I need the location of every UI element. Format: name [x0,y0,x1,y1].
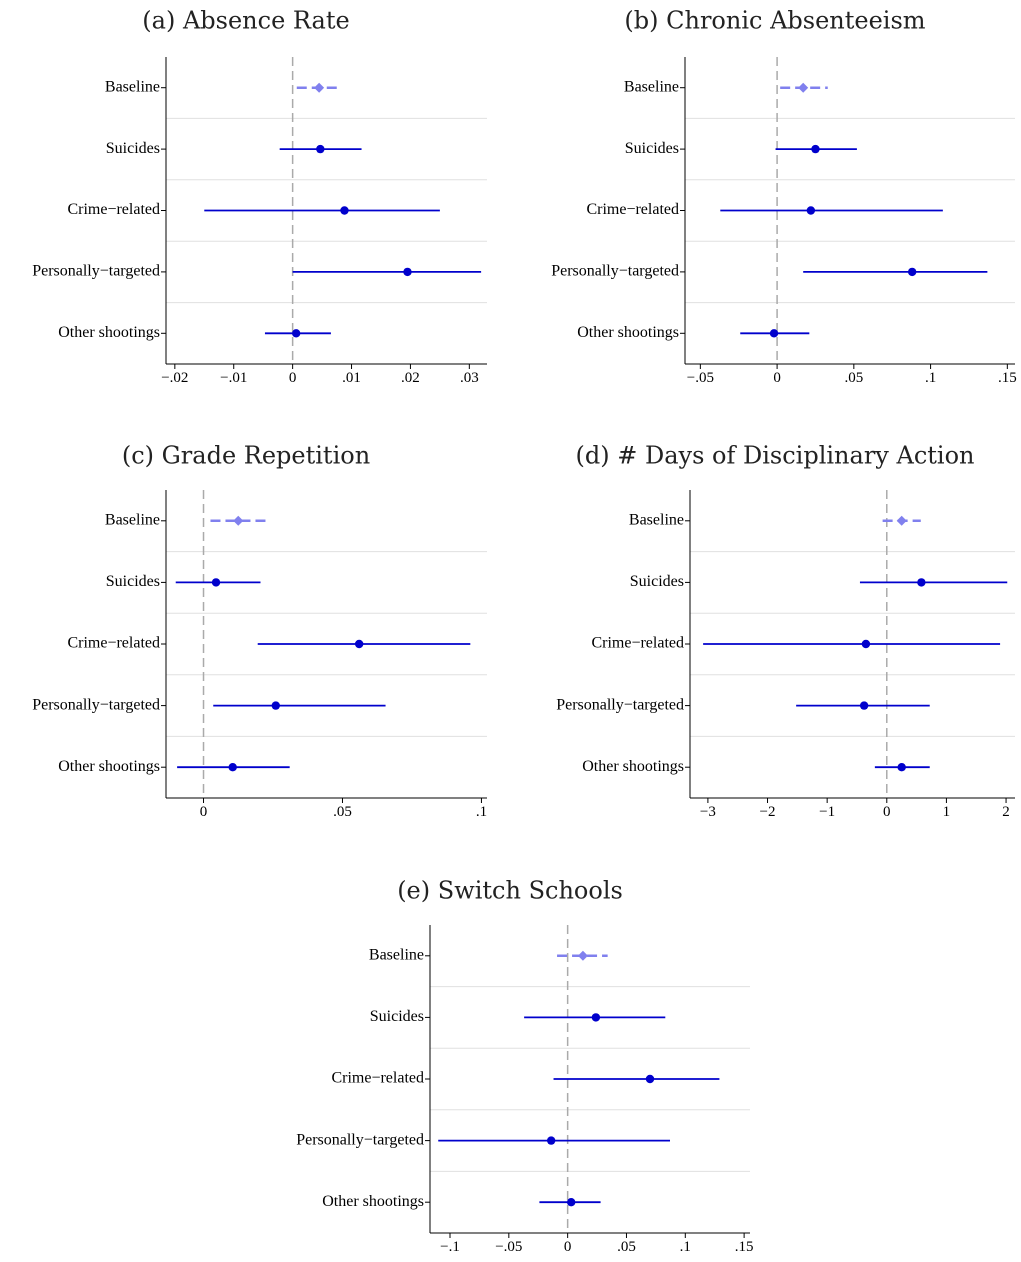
category-label: Baseline [624,78,679,95]
category-label: Other shootings [582,758,684,775]
x-tick-label: −.01 [220,370,247,386]
point-estimate [211,578,221,587]
point-estimate [861,639,871,649]
panel-title: (d) # Days of Disciplinary Action [576,442,975,470]
category-label: Other shootings [58,324,160,341]
x-tick-label: 0 [289,370,297,386]
category-label: Other shootings [322,1193,424,1210]
x-tick-label: .05 [333,804,352,820]
x-tick-label: −3 [700,804,716,820]
category-label: Personally−targeted [296,1131,424,1148]
category-label: Crime−related [591,635,684,652]
baseline-estimate [314,82,325,93]
panel-0: (a) Absence Rate Baseline Suicides Crime−re… [32,7,487,386]
panel-1: (b) Chronic Absenteeism Baseline Suicides C… [551,7,1017,387]
panel-title: (e) Switch Schools [397,877,623,905]
panel-4: (e) Switch Schools Baseline Suicides Crime−… [296,877,753,1256]
point-estimate [645,1074,655,1084]
point-estimate [403,267,412,277]
point-estimate [546,1136,556,1145]
category-label: Suicides [106,573,160,590]
category-label: Crime−related [67,201,160,218]
x-tick-label: .03 [460,370,479,386]
baseline-estimate [233,515,244,526]
point-estimate [806,206,816,215]
x-tick-label: .1 [476,804,487,820]
category-label: Baseline [105,511,160,528]
category-label: Other shootings [58,758,160,775]
category-label: Suicides [370,1008,424,1025]
x-tick-label: .05 [617,1239,636,1255]
x-tick-label: −.1 [440,1239,460,1255]
point-estimate [897,763,906,772]
point-estimate [769,329,779,338]
x-tick-label: −1 [819,804,835,820]
panel-3: (d) # Days of Disciplinary Action Baselin… [556,442,1015,820]
point-estimate [811,144,820,154]
baseline-estimate [798,82,809,93]
x-tick-label: 1 [943,804,951,820]
category-label: Baseline [369,946,424,963]
category-label: Suicides [630,573,684,590]
x-tick-label: .01 [342,370,361,386]
baseline-estimate [896,515,907,526]
point-estimate [291,329,301,338]
point-estimate [917,578,926,587]
point-estimate [591,1013,601,1022]
category-label: Other shootings [577,324,679,341]
x-tick-label: .1 [680,1239,691,1255]
x-tick-label: −2 [760,804,776,820]
point-estimate [354,639,364,649]
x-tick-label: 0 [200,804,208,820]
category-label: Crime−related [331,1070,424,1087]
x-tick-label: 0 [773,370,781,386]
x-tick-label: .05 [844,370,863,386]
category-label: Personally−targeted [556,696,684,713]
point-estimate [271,701,280,710]
panel-title: (a) Absence Rate [142,7,349,35]
category-label: Personally−targeted [32,696,160,713]
point-estimate [907,267,917,277]
category-label: Baseline [105,78,160,95]
panel-2: (c) Grade Repetition Baseline Suicides Crim… [32,442,487,821]
x-tick-label: 0 [883,804,891,820]
category-label: Suicides [106,140,160,157]
category-label: Crime−related [586,201,679,218]
point-estimate [859,701,869,710]
panel-title: (c) Grade Repetition [122,442,370,470]
category-label: Personally−targeted [551,263,679,280]
baseline-estimate [577,950,588,961]
category-label: Baseline [629,511,684,528]
x-tick-label: 2 [1002,804,1010,820]
x-tick-label: .02 [401,370,420,386]
panel-title: (b) Chronic Absenteeism [624,7,925,35]
x-tick-label: .15 [735,1239,754,1255]
point-estimate [228,763,237,772]
x-tick-label: .1 [925,370,936,386]
point-estimate [316,144,325,154]
category-label: Personally−targeted [32,263,160,280]
x-tick-label: −.05 [495,1239,522,1255]
point-estimate [340,206,349,215]
point-estimate [566,1198,576,1207]
x-tick-label: .15 [998,370,1017,386]
x-tick-label: 0 [564,1239,572,1255]
category-label: Suicides [625,140,679,157]
x-tick-label: −.05 [687,370,714,386]
x-tick-label: −.02 [161,370,188,386]
category-label: Crime−related [67,635,160,652]
